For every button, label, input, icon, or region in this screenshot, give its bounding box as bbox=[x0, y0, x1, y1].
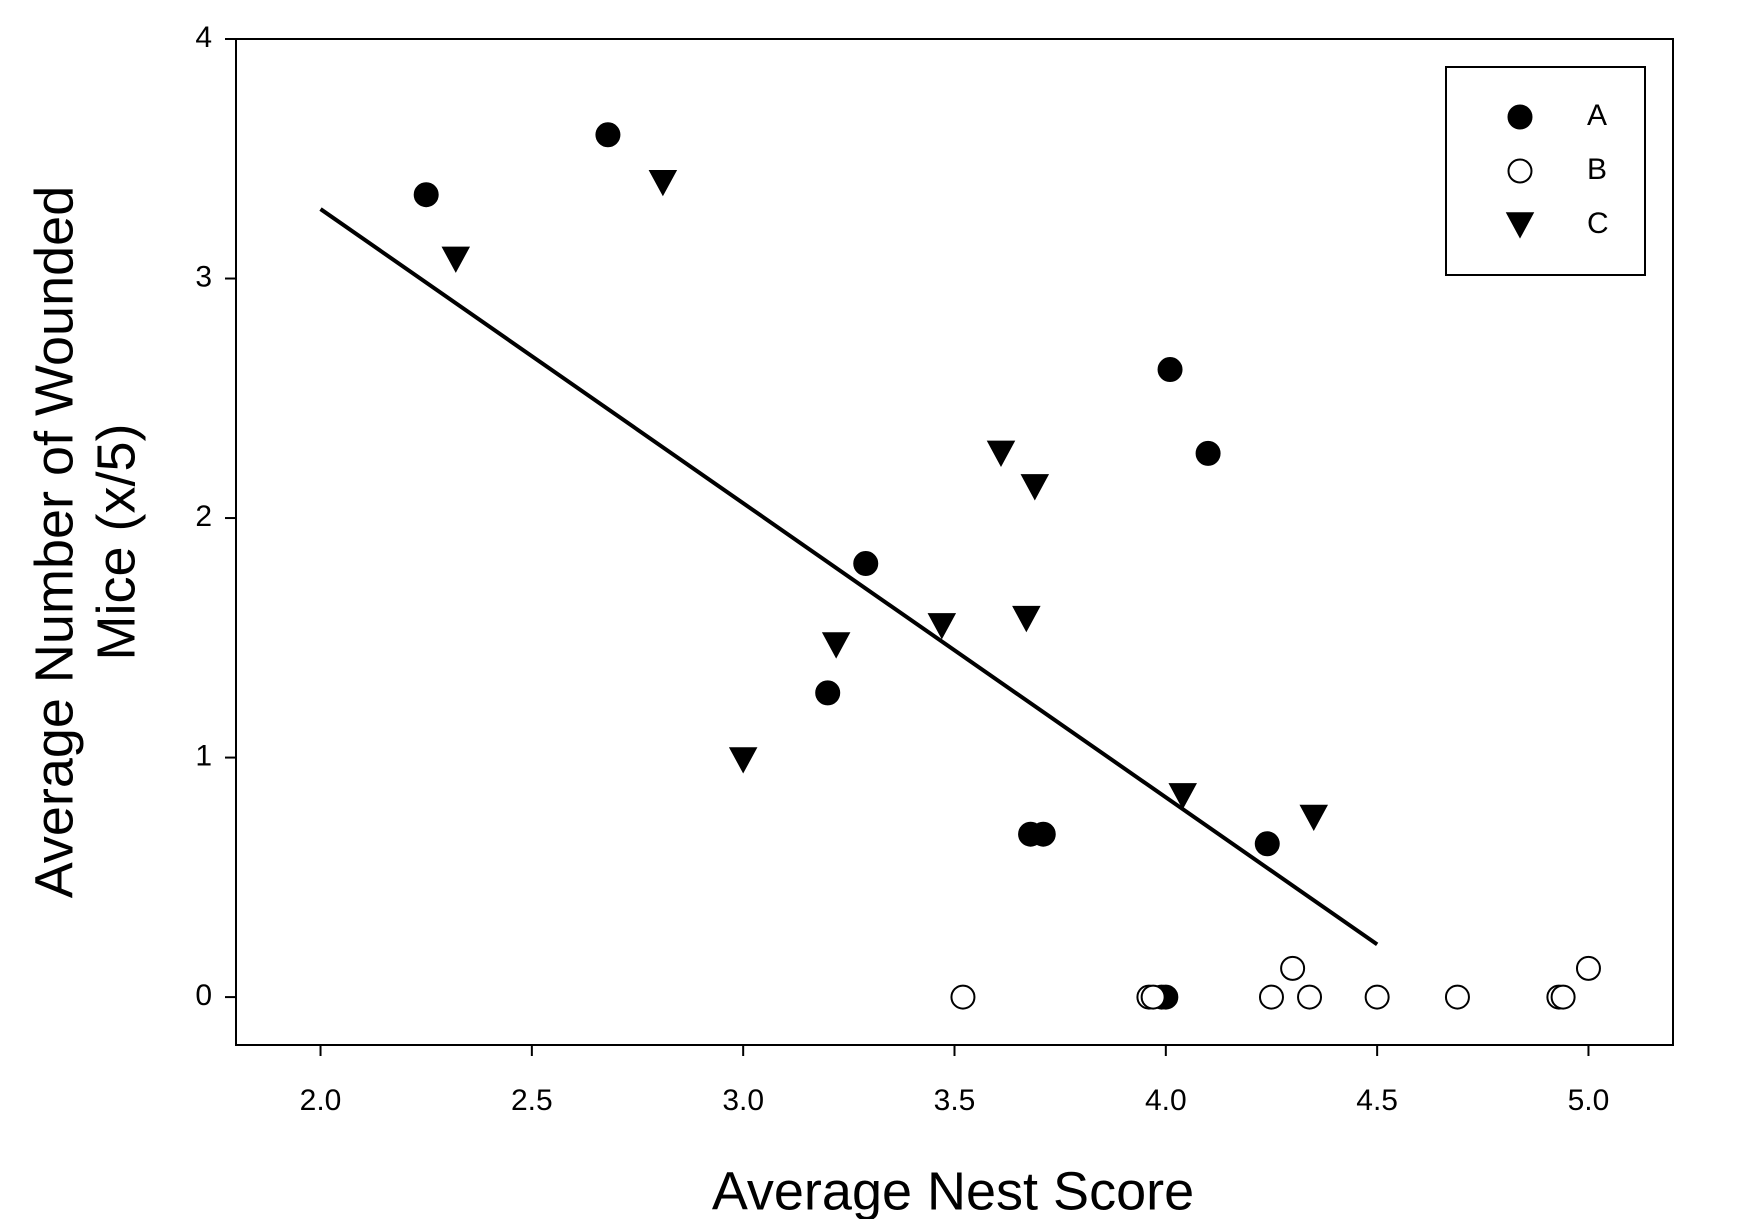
legend-label: B bbox=[1587, 153, 1607, 186]
y-axis-label: Average Number of Wounded Mice (x/5) bbox=[24, 186, 146, 898]
point bbox=[853, 551, 879, 577]
point bbox=[821, 632, 851, 659]
point bbox=[1299, 804, 1329, 832]
y-tick-label: 2 bbox=[195, 500, 212, 533]
point bbox=[927, 613, 957, 640]
y-tick-label: 3 bbox=[195, 260, 212, 293]
point bbox=[1168, 783, 1197, 810]
legend-label: A bbox=[1587, 99, 1607, 132]
point bbox=[1575, 955, 1601, 981]
point bbox=[1258, 984, 1284, 1010]
point bbox=[1550, 984, 1576, 1010]
point bbox=[595, 122, 621, 148]
fit-line bbox=[319, 207, 1379, 947]
legend-marker bbox=[1507, 158, 1533, 184]
x-tick-label: 3.0 bbox=[722, 1084, 764, 1117]
point bbox=[1157, 357, 1183, 383]
y-tick-label: 4 bbox=[195, 21, 212, 54]
legend-label: C bbox=[1587, 207, 1609, 240]
legend-marker bbox=[1505, 212, 1535, 239]
point bbox=[1254, 831, 1280, 857]
point bbox=[986, 440, 1016, 467]
y-axis-label-line: Average Number of Wounded bbox=[24, 186, 84, 898]
point bbox=[950, 984, 976, 1010]
x-tick-label: 5.0 bbox=[1568, 1084, 1610, 1117]
point bbox=[1012, 605, 1041, 633]
y-tick-label: 1 bbox=[195, 739, 212, 772]
legend-marker bbox=[1507, 104, 1533, 130]
point bbox=[441, 246, 471, 273]
y-axis-label-line: Mice (x/5) bbox=[86, 423, 146, 660]
legend-box bbox=[1445, 66, 1646, 276]
point bbox=[1030, 821, 1056, 847]
x-axis-label: Average Nest Score bbox=[712, 1161, 1194, 1219]
point bbox=[815, 680, 841, 706]
x-tick-label: 3.5 bbox=[934, 1084, 976, 1117]
point bbox=[1280, 955, 1306, 981]
x-tick-label: 4.0 bbox=[1145, 1084, 1187, 1117]
x-tick-label: 2.0 bbox=[300, 1084, 342, 1117]
point bbox=[1195, 440, 1221, 466]
point bbox=[1020, 474, 1050, 501]
point bbox=[648, 169, 678, 197]
x-tick-label: 4.5 bbox=[1356, 1084, 1398, 1117]
point bbox=[728, 747, 758, 774]
point bbox=[1364, 984, 1390, 1010]
y-tick-label: 0 bbox=[195, 979, 212, 1012]
point bbox=[1297, 984, 1323, 1010]
point bbox=[1140, 984, 1166, 1010]
point bbox=[413, 182, 439, 208]
point bbox=[1444, 984, 1470, 1010]
x-tick-label: 2.5 bbox=[511, 1084, 553, 1117]
